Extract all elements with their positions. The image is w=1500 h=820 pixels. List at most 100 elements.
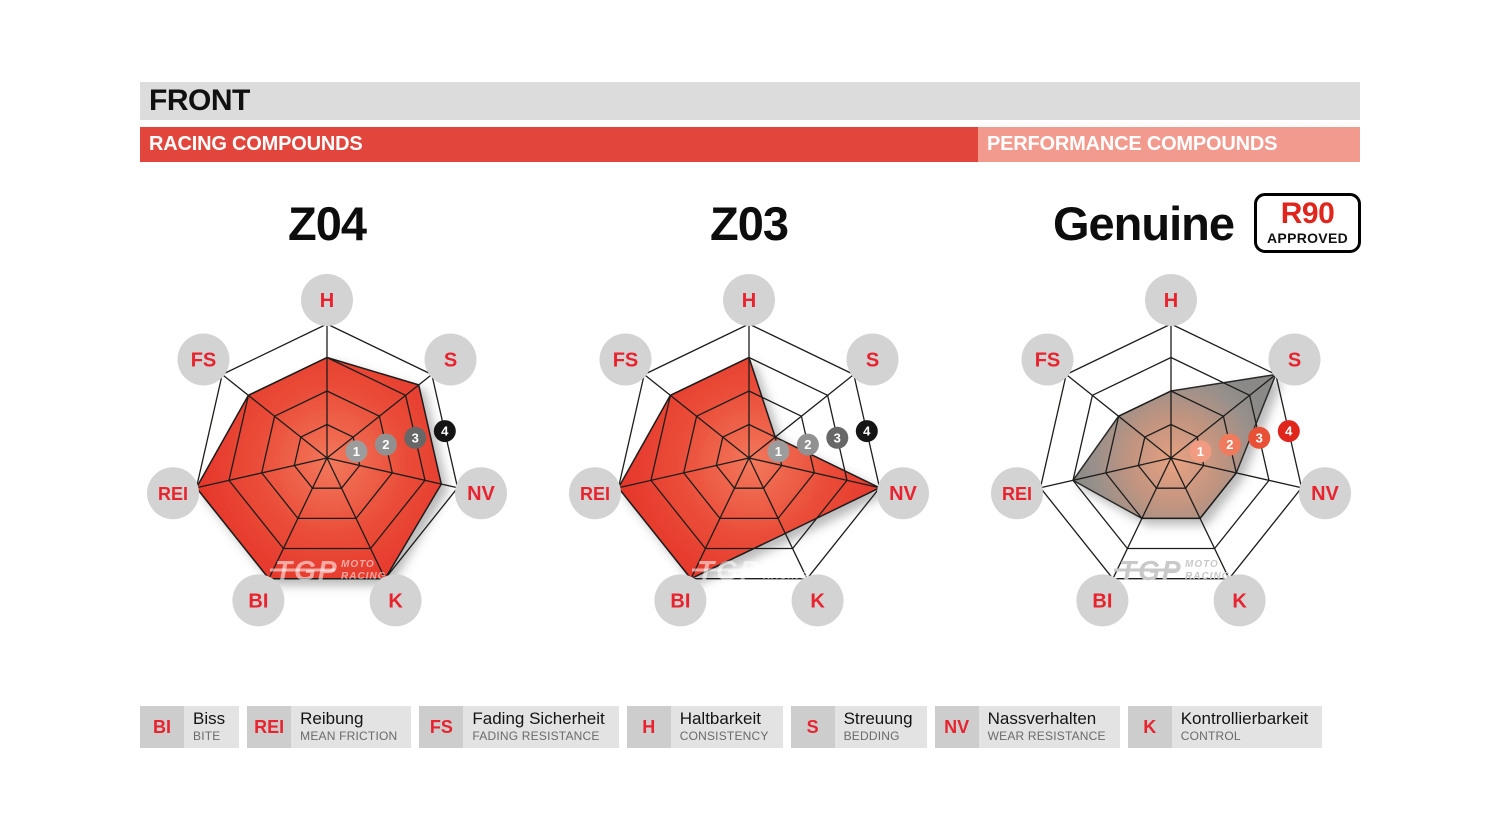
grid-ring-4 — [195, 323, 459, 580]
svg-text:MOTO: MOTO — [1185, 559, 1219, 570]
radar-chart-slot-2: TGP MOTO RACING 1 2 3 4 H S NV K BI REI FS — [565, 268, 933, 636]
svg-text:K: K — [388, 590, 403, 612]
svg-text:FS: FS — [1035, 350, 1061, 372]
svg-text:S: S — [866, 350, 879, 372]
scale-marker-1: 1 — [1189, 440, 1212, 463]
svg-text:1: 1 — [775, 444, 782, 459]
axis-label-s: S — [424, 333, 477, 386]
legend-text: Kontrollierbarkeit CONTROL — [1171, 706, 1323, 748]
grid-spoke — [1112, 457, 1172, 579]
grid-spoke — [643, 373, 750, 459]
scale-marker-4: 4 — [433, 420, 456, 443]
legend-item-rei: REI Reibung MEAN FRICTION — [247, 706, 412, 748]
axis-label-k: K — [791, 574, 844, 627]
scale-marker-4: 4 — [1277, 420, 1300, 443]
legend-term-en: CONSISTENCY — [679, 729, 769, 744]
legend-abbr: S — [790, 706, 835, 748]
svg-text:4: 4 — [441, 424, 449, 439]
chart-title-z03: Z03 — [565, 193, 933, 253]
axis-label-s: S — [1268, 333, 1321, 386]
performance-compounds-label: PERFORMANCE COMPOUNDS — [987, 133, 1278, 155]
svg-text:REI: REI — [158, 484, 188, 504]
svg-text:RACING: RACING — [763, 571, 808, 582]
svg-text:NV: NV — [1311, 483, 1339, 505]
svg-text:4: 4 — [1285, 424, 1293, 439]
legend-term-de: Reibung — [300, 709, 364, 728]
svg-text:K: K — [810, 590, 825, 612]
radar-chart-slot-3: TGP MOTO RACING 1 2 3 4 H S NV K BI REI FS — [987, 268, 1355, 636]
svg-text:2: 2 — [382, 437, 389, 452]
legend-term-en: FADING RESISTANCE — [472, 729, 600, 744]
svg-text:3: 3 — [834, 430, 841, 445]
r90-badge-approved: APPROVED — [1267, 230, 1348, 246]
compound-category-bar: RACING COMPOUNDS PERFORMANCE COMPOUNDS — [140, 127, 1360, 162]
svg-text:2: 2 — [1226, 437, 1233, 452]
legend-term-de: Biss — [193, 709, 226, 728]
scale-marker-2: 2 — [374, 433, 397, 456]
abbreviation-legend: BI Biss BITE REI Reibung MEAN FRICTION FS Fadin… — [140, 706, 1323, 748]
scale-marker-3: 3 — [1248, 426, 1271, 449]
grid-spoke — [221, 373, 328, 459]
axis-label-bi: BI — [654, 574, 707, 627]
axis-label-rei: REI — [569, 467, 621, 520]
legend-item-s: S Streuung BEDDING — [790, 706, 927, 748]
data-polygon-genuine — [1072, 373, 1277, 520]
legend-text: Nassverhalten WEAR RESISTANCE — [978, 706, 1120, 748]
chart-title-z04: Z04 — [143, 193, 511, 253]
front-title: FRONT — [149, 84, 250, 117]
axis-label-h: H — [301, 274, 353, 326]
svg-text:BI: BI — [670, 590, 690, 612]
axis-label-rei: REI — [147, 467, 199, 520]
legend-term-en: BITE — [193, 729, 221, 744]
legend-text: Haltbarkeit CONSISTENCY — [670, 706, 783, 748]
grid-spoke — [1170, 457, 1302, 489]
racing-compounds-label: RACING COMPOUNDS — [149, 133, 363, 155]
svg-text:FS: FS — [613, 350, 639, 372]
axis-label-rei: REI — [991, 467, 1043, 520]
grid-spoke — [690, 457, 750, 579]
svg-text:NV: NV — [467, 483, 495, 505]
grid-spoke — [1170, 457, 1230, 579]
scale-marker-2: 2 — [1218, 433, 1241, 456]
scale-marker-1: 1 — [345, 440, 368, 463]
r90-badge-code: R90 — [1280, 197, 1335, 230]
legend-abbr: H — [626, 706, 671, 748]
grid-spoke — [1170, 373, 1277, 459]
legend-text: Reibung MEAN FRICTION — [291, 706, 412, 748]
svg-text:3: 3 — [1256, 430, 1263, 445]
grid-ring-2 — [682, 390, 816, 520]
chart-title-genuine: Genuine R90 APPROVED — [1023, 193, 1391, 253]
legend-term-de: Haltbarkeit — [679, 709, 761, 728]
grid-ring-4 — [617, 323, 881, 580]
legend-term-de: Nassverhalten — [987, 709, 1097, 728]
legend-text: Biss BITE — [184, 706, 240, 748]
svg-text:S: S — [444, 350, 457, 372]
legend-abbr: NV — [934, 706, 979, 748]
front-header-bar: FRONT — [140, 82, 1360, 120]
legend-text: Fading Sicherheit FADING RESISTANCE — [463, 706, 619, 748]
svg-text:1: 1 — [353, 444, 360, 459]
svg-text:REI: REI — [1002, 484, 1032, 504]
grid-ring-3 — [1072, 356, 1270, 550]
axis-label-bi: BI — [1076, 574, 1129, 627]
compound-name-z04: Z04 — [288, 196, 367, 250]
legend-term-de: Streuung — [843, 709, 913, 728]
legend-term-en: BEDDING — [843, 729, 900, 744]
grid-spoke — [326, 457, 458, 489]
svg-text:REI: REI — [580, 484, 610, 504]
legend-item-bi: BI Biss BITE — [140, 706, 240, 748]
svg-text:RACING: RACING — [1185, 571, 1230, 582]
compound-name-z03: Z03 — [710, 196, 789, 250]
grid-spoke — [618, 457, 750, 489]
axis-label-h: H — [1145, 274, 1197, 326]
svg-text:NV: NV — [889, 483, 917, 505]
svg-text:FS: FS — [191, 350, 217, 372]
grid-ring-2 — [1104, 390, 1238, 520]
axis-label-nv: NV — [455, 467, 507, 520]
performance-compounds-banner: PERFORMANCE COMPOUNDS — [978, 127, 1360, 162]
svg-text:MOTO: MOTO — [763, 559, 797, 570]
legend-term-de: Fading Sicherheit — [472, 709, 605, 728]
svg-text:3: 3 — [412, 430, 419, 445]
